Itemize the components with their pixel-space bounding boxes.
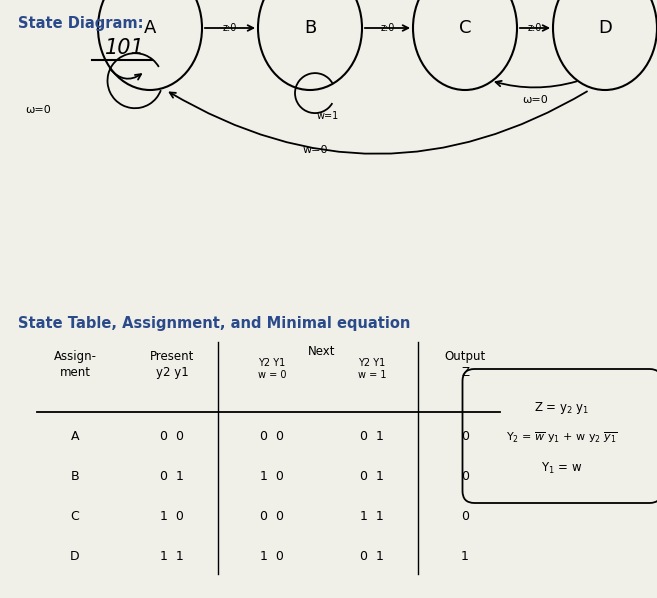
Text: 1  0: 1 0: [260, 470, 284, 483]
Text: ω=0: ω=0: [522, 95, 548, 105]
Text: Next: Next: [308, 345, 336, 358]
Text: Y2 Y1
w = 0: Y2 Y1 w = 0: [258, 358, 286, 380]
Text: 0  1: 0 1: [360, 470, 384, 483]
Text: 1: 1: [461, 550, 469, 563]
Text: State Table, Assignment, and Minimal equation: State Table, Assignment, and Minimal equ…: [18, 316, 411, 331]
Text: z:0: z:0: [528, 23, 542, 33]
Text: 0: 0: [461, 470, 469, 483]
Text: D: D: [598, 19, 612, 37]
Text: w=1: w=1: [317, 111, 339, 121]
Text: Assign-
ment: Assign- ment: [53, 350, 97, 379]
Text: C: C: [70, 510, 79, 523]
Text: 0  1: 0 1: [360, 550, 384, 563]
Text: z:0: z:0: [380, 23, 395, 33]
Text: Y$_2$ = $\overline{w}$ y$_1$ + w y$_2$ $\overline{y_1}$: Y$_2$ = $\overline{w}$ y$_1$ + w y$_2$ $…: [507, 431, 618, 446]
Text: 0  0: 0 0: [260, 430, 284, 443]
Text: w=0: w=0: [302, 145, 328, 155]
Text: 1  0: 1 0: [260, 550, 284, 563]
Text: 0: 0: [461, 430, 469, 443]
Text: 0: 0: [461, 510, 469, 523]
Text: 1  1: 1 1: [360, 510, 384, 523]
FancyBboxPatch shape: [463, 369, 657, 503]
Text: D: D: [70, 550, 79, 563]
Text: A: A: [71, 430, 79, 443]
Text: State Diagram:: State Diagram:: [18, 16, 143, 31]
Text: 101: 101: [105, 38, 145, 58]
Text: 1  1: 1 1: [160, 550, 184, 563]
Text: ω=0: ω=0: [25, 105, 51, 115]
Text: Present
y2 y1: Present y2 y1: [150, 350, 194, 379]
Text: z:0: z:0: [223, 23, 237, 33]
Text: C: C: [459, 19, 471, 37]
Text: A: A: [144, 19, 156, 37]
Text: Output
Z: Output Z: [444, 350, 486, 379]
Text: 0  0: 0 0: [160, 430, 184, 443]
Text: B: B: [304, 19, 316, 37]
Text: Z = y$_2$ y$_1$: Z = y$_2$ y$_1$: [534, 400, 590, 416]
Text: 0  1: 0 1: [160, 470, 184, 483]
Text: 1  0: 1 0: [160, 510, 184, 523]
Text: 0  1: 0 1: [360, 430, 384, 443]
Text: 0  0: 0 0: [260, 510, 284, 523]
Text: B: B: [71, 470, 79, 483]
Text: Y$_1$ = w: Y$_1$ = w: [541, 460, 583, 475]
Text: Y2 Y1
w = 1: Y2 Y1 w = 1: [358, 358, 386, 380]
